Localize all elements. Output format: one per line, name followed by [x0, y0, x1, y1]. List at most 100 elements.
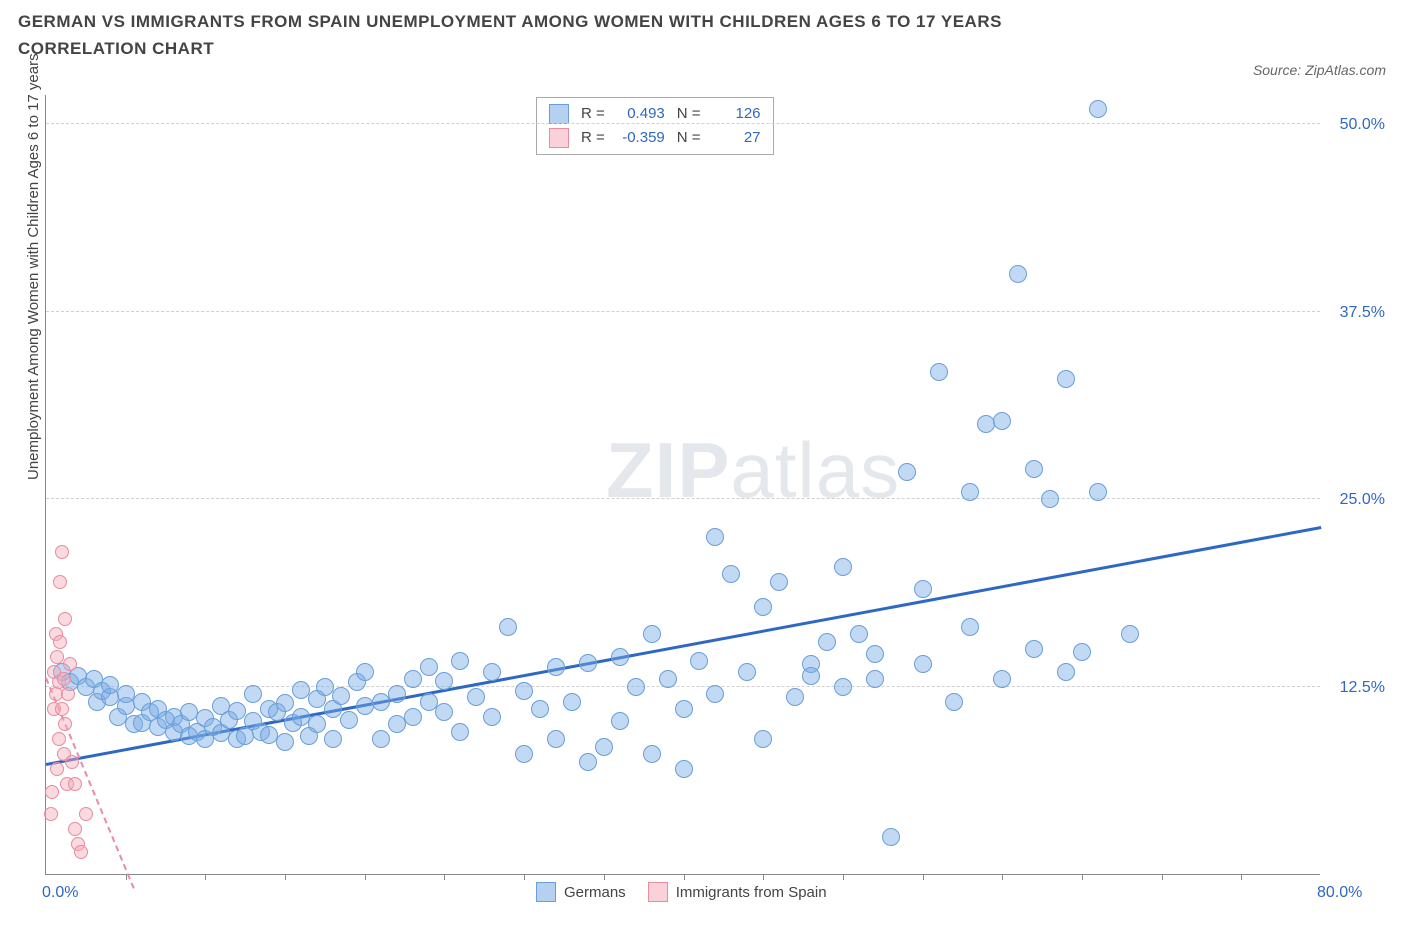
point-german: [435, 703, 453, 721]
watermark: ZIPatlas: [606, 425, 900, 516]
point-german: [914, 580, 932, 598]
stats-row-spain: R = -0.359 N = 27: [549, 126, 761, 150]
legend-item-spain: Immigrants from Spain: [648, 882, 827, 902]
point-german: [308, 715, 326, 733]
point-spain: [63, 657, 77, 671]
gridline: [46, 311, 1320, 312]
point-german: [276, 733, 294, 751]
point-german: [332, 687, 350, 705]
point-german: [866, 645, 884, 663]
legend: Germans Immigrants from Spain: [536, 882, 827, 902]
swatch-pink-icon: [648, 882, 668, 902]
x-tick: [444, 874, 445, 880]
point-spain: [53, 575, 67, 589]
point-german: [404, 670, 422, 688]
x-tick: [365, 874, 366, 880]
gridline: [46, 686, 1320, 687]
point-german: [882, 828, 900, 846]
point-german: [914, 655, 932, 673]
x-tick: [205, 874, 206, 880]
point-german: [706, 528, 724, 546]
point-german: [961, 483, 979, 501]
point-german: [579, 753, 597, 771]
point-spain: [58, 717, 72, 731]
x-tick: [1162, 874, 1163, 880]
point-german: [611, 648, 629, 666]
y-tick-label: 50.0%: [1325, 116, 1385, 134]
point-spain: [55, 545, 69, 559]
x-tick: [684, 874, 685, 880]
point-german: [515, 745, 533, 763]
point-german: [754, 730, 772, 748]
point-spain: [65, 755, 79, 769]
point-german: [228, 702, 246, 720]
y-axis-label: Unemployment Among Women with Children A…: [25, 53, 42, 480]
point-german: [483, 663, 501, 681]
point-german: [690, 652, 708, 670]
swatch-blue-icon: [536, 882, 556, 902]
point-german: [627, 678, 645, 696]
point-spain: [68, 822, 82, 836]
point-german: [276, 694, 294, 712]
x-tick-label: 0.0%: [42, 884, 78, 902]
plot-area: ZIPatlas R = 0.493 N = 126 R = -0.359 N …: [45, 95, 1320, 875]
x-tick-label: 80.0%: [1317, 884, 1362, 902]
point-german: [675, 700, 693, 718]
point-spain: [53, 635, 67, 649]
point-german: [483, 708, 501, 726]
point-german: [961, 618, 979, 636]
x-tick: [524, 874, 525, 880]
point-spain: [45, 785, 59, 799]
x-tick: [763, 874, 764, 880]
point-spain: [57, 672, 71, 686]
point-german: [563, 693, 581, 711]
point-german: [356, 663, 374, 681]
point-spain: [79, 807, 93, 821]
point-german: [451, 652, 469, 670]
point-german: [993, 670, 1011, 688]
point-german: [930, 363, 948, 381]
point-german: [1057, 370, 1075, 388]
point-german: [340, 711, 358, 729]
x-tick: [843, 874, 844, 880]
y-tick-label: 25.0%: [1325, 491, 1385, 509]
legend-item-germans: Germans: [536, 882, 626, 902]
point-german: [1025, 640, 1043, 658]
point-german: [786, 688, 804, 706]
point-german: [499, 618, 517, 636]
x-tick: [604, 874, 605, 880]
point-german: [611, 712, 629, 730]
y-tick-label: 12.5%: [1325, 679, 1385, 697]
point-spain: [44, 807, 58, 821]
point-german: [834, 678, 852, 696]
point-spain: [50, 650, 64, 664]
point-german: [850, 625, 868, 643]
point-german: [244, 685, 262, 703]
x-tick: [1002, 874, 1003, 880]
point-german: [531, 700, 549, 718]
point-german: [754, 598, 772, 616]
point-german: [722, 565, 740, 583]
source-attribution: Source: ZipAtlas.com: [1253, 62, 1386, 78]
gridline: [46, 123, 1320, 124]
point-german: [706, 685, 724, 703]
point-german: [675, 760, 693, 778]
point-german: [1041, 490, 1059, 508]
swatch-pink-icon: [549, 128, 569, 148]
point-spain: [61, 687, 75, 701]
point-german: [467, 688, 485, 706]
point-german: [420, 658, 438, 676]
point-german: [1009, 265, 1027, 283]
correlation-stats-box: R = 0.493 N = 126 R = -0.359 N = 27: [536, 97, 774, 155]
point-spain: [52, 732, 66, 746]
point-german: [420, 693, 438, 711]
point-spain: [68, 777, 82, 791]
point-german: [834, 558, 852, 576]
point-german: [659, 670, 677, 688]
point-german: [324, 730, 342, 748]
point-german: [451, 723, 469, 741]
point-german: [1057, 663, 1075, 681]
point-german: [993, 412, 1011, 430]
point-german: [1025, 460, 1043, 478]
point-german: [643, 625, 661, 643]
